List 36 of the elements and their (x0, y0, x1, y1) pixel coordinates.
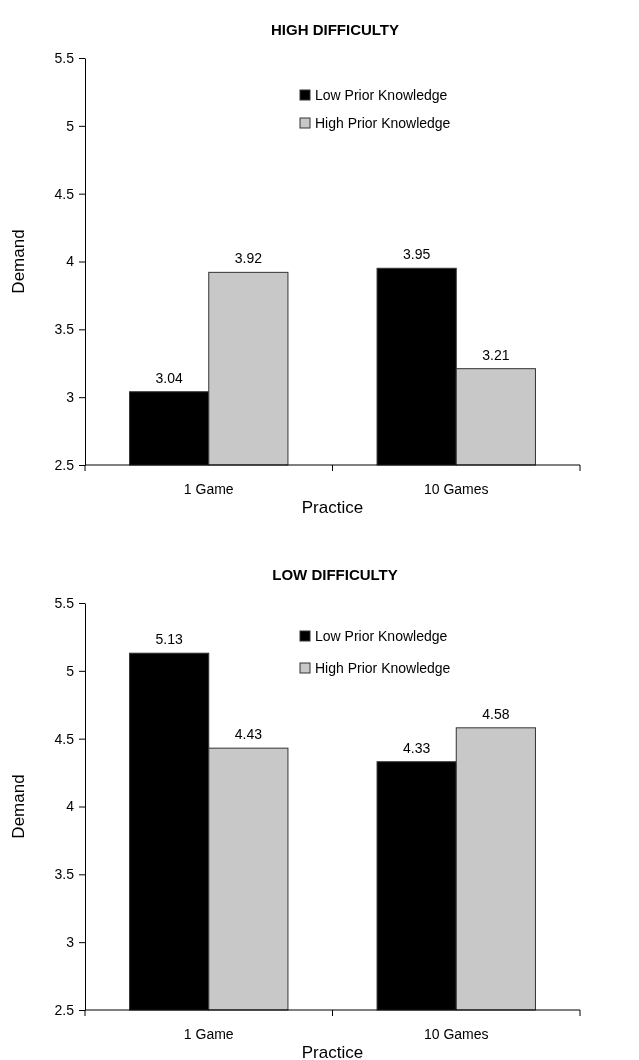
y-tick-label: 4 (66, 253, 75, 270)
legend-label: High Prior Knowledge (315, 115, 451, 131)
x-tick-label: 10 Games (423, 481, 489, 497)
data-label: 4.43 (234, 726, 263, 743)
text: 4.5 (54, 730, 74, 747)
y-tick-label: 4 (66, 798, 75, 815)
text: 5.5 (54, 49, 74, 66)
data-label: 4.58 (482, 705, 510, 722)
y-tick-label: 3 (66, 934, 75, 951)
x-tick-label: 1 Game (183, 1026, 234, 1042)
x-tick-label: 1 Game (183, 481, 234, 497)
y-axis-title: Demand (9, 774, 28, 839)
data-label: 3.95 (403, 246, 431, 263)
text: 2.5 (54, 456, 74, 473)
y-tick-label: 5 (66, 117, 75, 134)
text: 3.5 (54, 866, 74, 883)
legend-label: High Prior Knowledge (315, 660, 451, 676)
x-tick-label: 10 Games (423, 1026, 489, 1042)
text: 4.5 (54, 185, 74, 202)
x-axis-title: Practice (301, 498, 364, 517)
legend-label: Low Prior Knowledge (315, 628, 448, 644)
y-tick-label: 5 (66, 662, 75, 679)
data-label: 3.92 (234, 250, 263, 267)
y-tick-label: 3 (66, 389, 75, 406)
chart-title: HIGH DIFFICULTY (270, 21, 400, 38)
legend-label: Low Prior Knowledge (315, 87, 448, 103)
y-axis-title: Demand (9, 229, 28, 294)
chart-title: LOW DIFFICULTY (272, 566, 398, 583)
data-label: 3.04 (155, 369, 183, 386)
data-label: 5.13 (155, 631, 183, 648)
text: 2.5 (54, 1001, 74, 1018)
text: 5.5 (54, 594, 74, 611)
x-axis-title: Practice (301, 1043, 364, 1060)
data-label: 3.21 (482, 346, 510, 363)
data-label: 4.33 (403, 739, 431, 756)
text: 3.5 (54, 321, 74, 338)
